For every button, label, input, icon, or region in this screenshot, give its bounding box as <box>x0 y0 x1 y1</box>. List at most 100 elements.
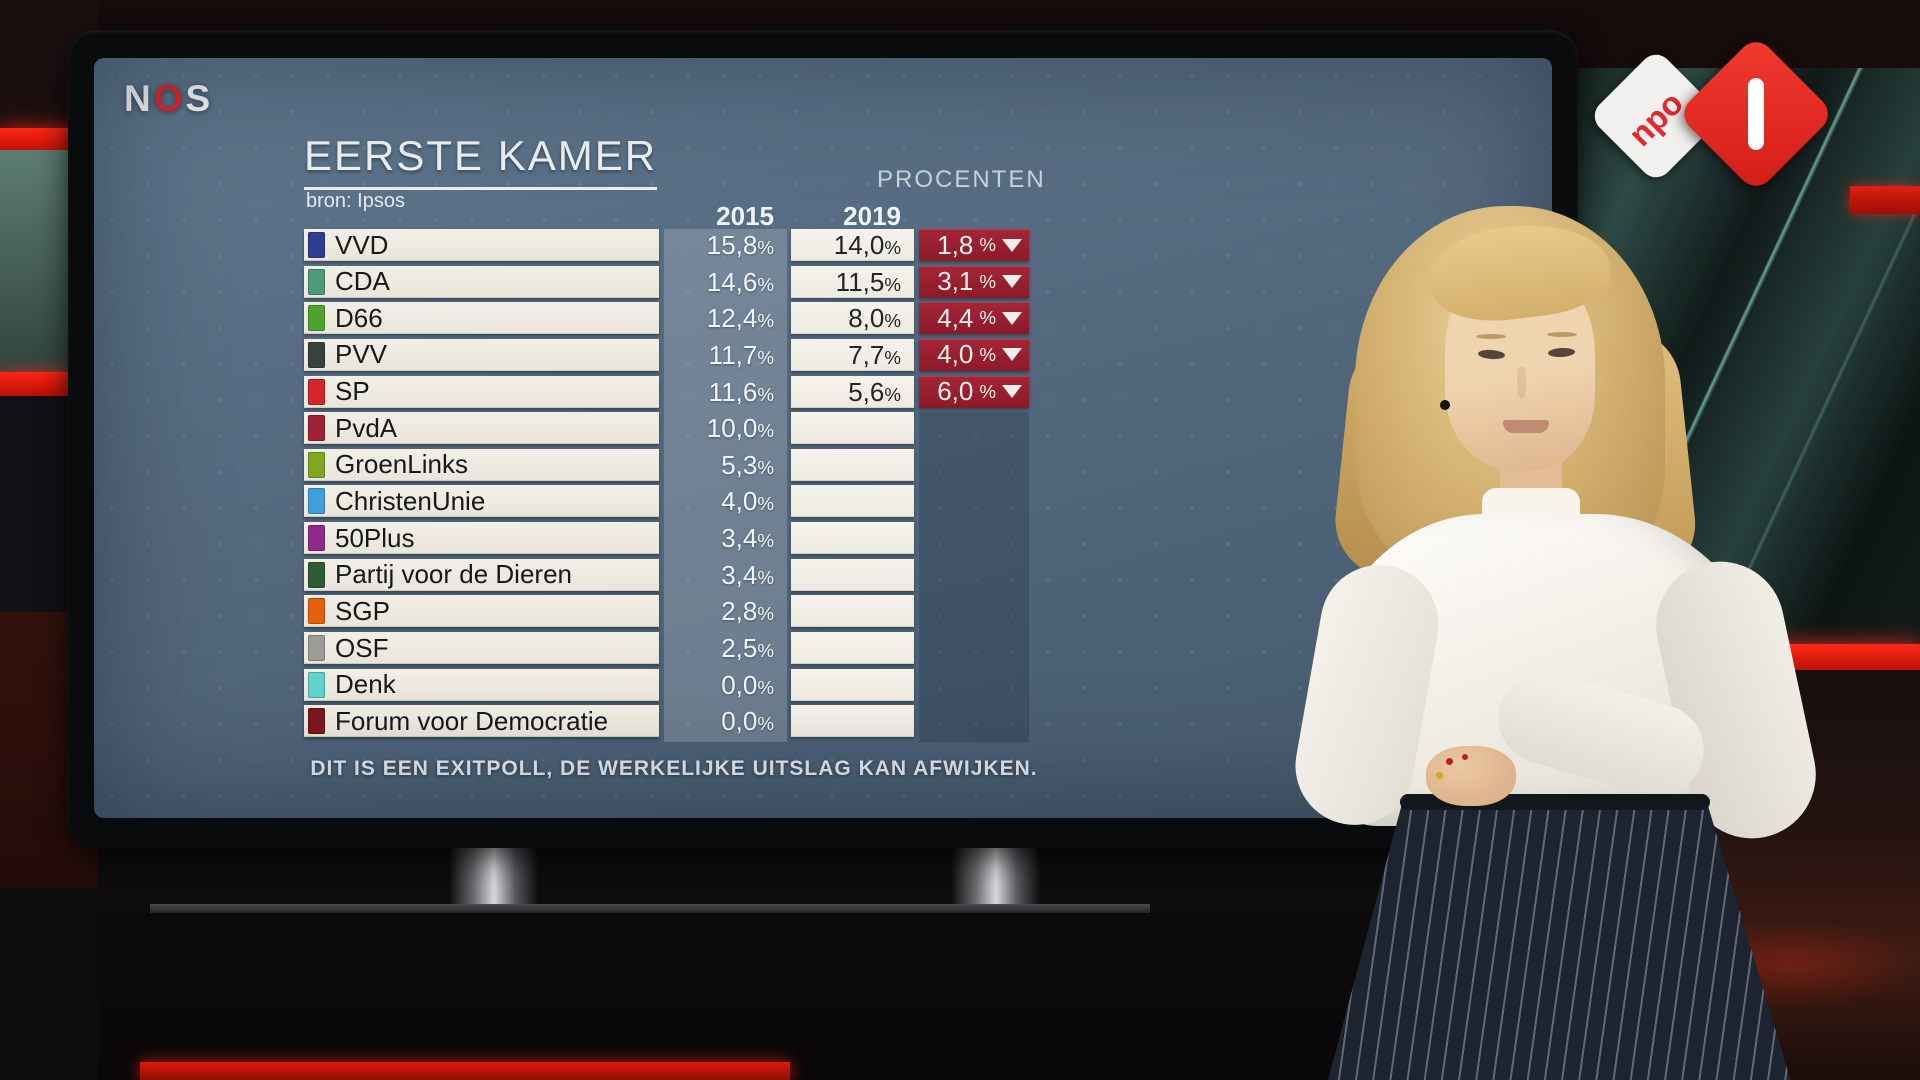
party-name: Partij voor de Dieren <box>335 559 572 590</box>
party-name: 50Plus <box>335 522 415 553</box>
percent-sign: % <box>979 307 996 329</box>
pct-2015-value: 15,8 <box>706 230 758 260</box>
down-arrow-icon <box>1002 275 1022 289</box>
percent-sign: % <box>757 530 774 552</box>
presenter-nail <box>1462 754 1468 760</box>
pct-2015-value: 4,0 <box>721 486 758 517</box>
percent-sign: % <box>757 566 774 588</box>
pct-2015-value: 2,5 <box>721 633 758 664</box>
npo1-logo: npo <box>1588 34 1836 202</box>
change-value: 1,8 <box>937 229 974 260</box>
pct-2019-box: 7,7% <box>791 338 914 371</box>
pct-2019-box <box>791 558 914 591</box>
percent-sign: % <box>757 420 774 442</box>
percent-sign: % <box>757 456 774 478</box>
pct-2015-value: 5,3 <box>721 449 758 480</box>
party-color-swatch <box>308 525 325 552</box>
pct-2019-box <box>791 448 914 481</box>
party-cell: PVV <box>304 338 659 371</box>
poll-table-rows: VVD 15,8% 14,0% 1,8% CDA 14,6% 11,5% 3,1… <box>304 229 1034 738</box>
screen-stand-base <box>150 904 1150 913</box>
table-row: SGP 2,8% <box>304 595 1034 628</box>
party-name: Denk <box>335 669 396 700</box>
presenter-nose <box>1517 366 1526 398</box>
page-title: EERSTE KAMER <box>304 132 658 190</box>
party-cell: PvdA <box>304 412 659 445</box>
party-color-swatch <box>308 305 325 332</box>
pct-2015-cell: 2,8% <box>664 595 787 627</box>
party-cell: 50Plus <box>304 522 659 555</box>
down-arrow-icon <box>1002 311 1022 325</box>
change-box: 3,1% <box>919 265 1029 298</box>
pct-2015-cell: 3,4% <box>664 522 787 554</box>
pct-2015-value: 14,6 <box>706 266 758 297</box>
poll-table: VVD 15,8% 14,0% 1,8% CDA 14,6% 11,5% 3,1… <box>304 229 1034 742</box>
change-box: 1,8% <box>919 229 1029 261</box>
party-color-swatch <box>308 671 325 698</box>
percent-sign: % <box>884 310 901 332</box>
percent-sign: % <box>757 493 774 515</box>
pct-2015-cell: 11,6% <box>664 376 787 408</box>
down-arrow-icon <box>1002 348 1022 362</box>
party-color-swatch <box>308 708 325 735</box>
party-cell: ChristenUnie <box>304 485 659 518</box>
party-cell: VVD <box>304 229 659 261</box>
percent-sign: % <box>757 273 774 295</box>
table-row: ChristenUnie 4,0% <box>304 485 1034 518</box>
party-color-swatch <box>308 488 325 515</box>
unit-label: PROCENTEN <box>877 166 1046 193</box>
party-color-swatch <box>308 598 325 625</box>
pct-2019-box <box>791 705 914 738</box>
percent-sign: % <box>884 273 901 295</box>
source-credit: bron: Ipsos <box>306 190 405 212</box>
pct-2019-box: 14,0% <box>791 229 914 261</box>
party-cell: GroenLinks <box>304 448 659 481</box>
percent-sign: % <box>757 383 774 405</box>
party-cell: Denk <box>304 668 659 701</box>
party-name: VVD <box>335 229 389 260</box>
pct-2015-cell: 14,6% <box>664 266 787 298</box>
table-row: Forum voor Democratie 0,0% <box>304 705 1034 738</box>
pct-2019-box <box>791 485 914 518</box>
party-name: CDA <box>335 266 390 297</box>
pct-2015-value: 2,8 <box>721 596 758 627</box>
party-color-swatch <box>308 268 325 295</box>
screen-stand-leg <box>450 846 538 906</box>
presenter-skirt <box>1328 798 1791 1080</box>
percent-sign: % <box>979 343 996 365</box>
party-name: OSF <box>335 632 389 663</box>
pct-2015-value: 0,0 <box>721 706 758 737</box>
pct-2019-value: 14,0 <box>833 230 885 260</box>
pct-2015-cell: 3,4% <box>664 559 787 591</box>
column-header-2019: 2019 <box>843 201 901 231</box>
change-value: 4,4 <box>937 302 974 333</box>
change-box: 6,0% <box>919 375 1029 408</box>
percent-sign: % <box>884 237 901 258</box>
presenter-mouth <box>1503 420 1549 433</box>
column-band-2015 <box>664 229 787 742</box>
percent-sign: % <box>757 603 774 625</box>
pct-2015-value: 12,4 <box>706 303 758 334</box>
party-color-swatch <box>308 415 325 442</box>
pct-2019-box <box>791 522 914 555</box>
pct-2019-value: 7,7 <box>848 339 885 370</box>
table-row: PVV 11,7% 7,7% 4,0% <box>304 338 1034 371</box>
party-name: PVV <box>335 339 388 370</box>
pct-2015-value: 11,7 <box>708 339 758 370</box>
party-color-swatch <box>308 341 325 368</box>
pct-2015-cell: 0,0% <box>664 669 787 701</box>
pct-2019-box: 8,0% <box>791 302 914 335</box>
pct-2019-box <box>791 668 914 701</box>
party-color-swatch <box>308 635 325 662</box>
table-row: Partij voor de Dieren 3,4% <box>304 558 1034 591</box>
percent-sign: % <box>884 346 901 368</box>
pct-2015-cell: 4,0% <box>664 485 787 517</box>
pct-2015-value: 3,4 <box>721 559 758 590</box>
change-value: 3,1 <box>937 266 974 297</box>
table-row: Denk 0,0% <box>304 668 1034 701</box>
screen-stand-leg <box>952 846 1040 906</box>
party-cell: D66 <box>304 302 659 335</box>
pct-2015-cell: 0,0% <box>664 705 787 737</box>
percent-sign: % <box>757 676 774 698</box>
